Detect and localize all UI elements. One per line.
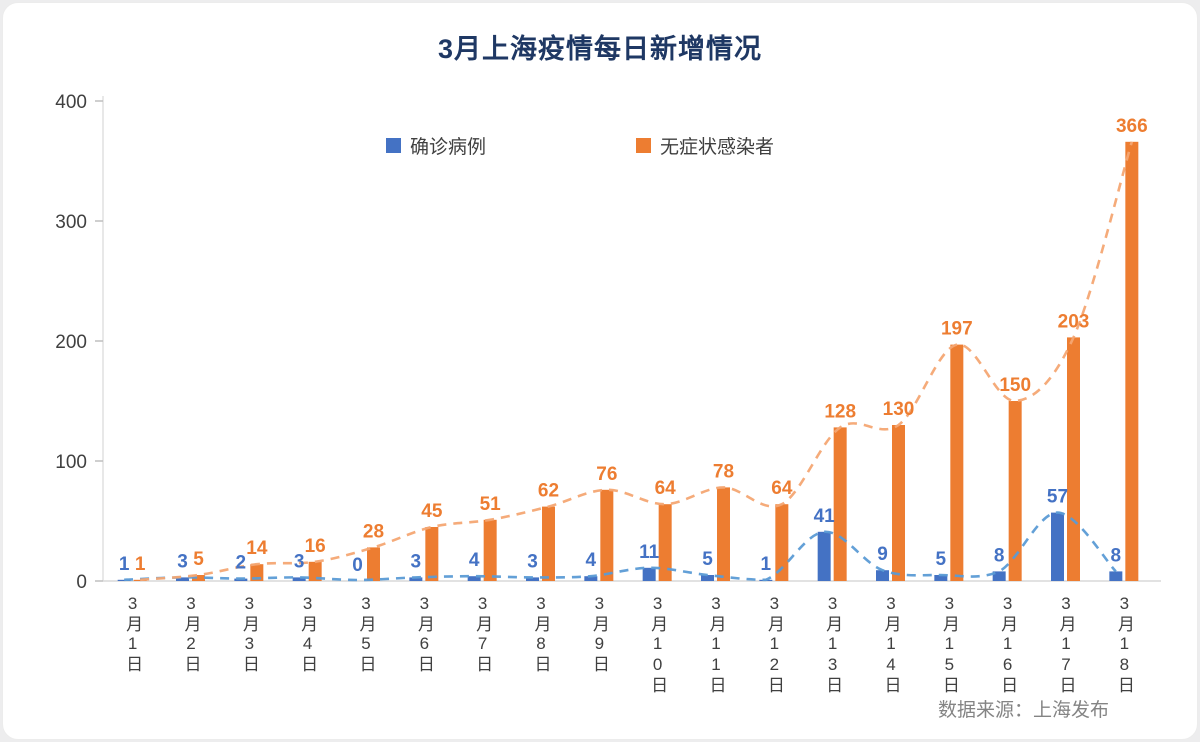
bar (176, 577, 189, 581)
y-axis-label: 100 (55, 452, 87, 473)
x-axis-label: 3月17日 (1056, 594, 1076, 695)
value-label: 5 (936, 549, 947, 570)
x-axis-label: 3月16日 (998, 594, 1018, 695)
value-label: 1 (119, 554, 130, 575)
x-axis-label: 3月18日 (1114, 594, 1134, 695)
bar (658, 504, 672, 581)
y-axis-label: 0 (76, 572, 87, 591)
x-axis-label: 3月3日 (239, 594, 259, 674)
bar (1109, 571, 1123, 581)
x-axis-label: 3月9日 (589, 594, 609, 674)
bar (409, 577, 423, 581)
x-axis-label: 3月13日 (823, 594, 843, 695)
bar (717, 487, 730, 581)
bar (367, 547, 380, 581)
chart-title: 3月上海疫情每日新增情况 (437, 34, 762, 64)
bar (950, 344, 964, 581)
bar (542, 506, 555, 581)
chart-area: 0 100 200 300 400 1 3 2 3 0 3 4 3 4 11 5 1 41 9 5 8 57 8 1 5 14 16… (25, 76, 1175, 695)
value-label: 366 (1116, 116, 1148, 137)
value-label: 28 (363, 521, 384, 542)
y-axis-label: 400 (55, 92, 87, 113)
x-axis-label: 3月12日 (764, 594, 784, 695)
bar (892, 425, 905, 581)
bar (292, 577, 306, 581)
value-label: 3 (177, 551, 188, 572)
x-axis-label: 3月2日 (181, 594, 201, 674)
y-axis-label: 300 (55, 212, 87, 233)
bar (992, 571, 1006, 581)
value-label: 62 (538, 481, 559, 502)
bar (483, 519, 497, 581)
bar (934, 575, 948, 581)
bar (642, 567, 656, 581)
value-label: 3 (411, 551, 422, 572)
x-axis-label: 3月7日 (473, 594, 493, 674)
value-label: 130 (883, 399, 915, 420)
value-label: 4 (586, 550, 597, 571)
bar (467, 576, 481, 581)
trend-line (124, 511, 1117, 582)
x-axis-label: 3月4日 (298, 594, 318, 674)
x-axis-label: 3月5日 (356, 594, 376, 674)
bar (425, 527, 439, 581)
value-label: 2 (236, 553, 247, 574)
value-label: 16 (305, 536, 326, 557)
bar (833, 427, 847, 581)
value-label: 57 (1047, 487, 1068, 508)
value-label: 4 (469, 550, 480, 571)
value-label: 8 (1111, 545, 1122, 566)
value-label: 64 (771, 478, 793, 499)
value-label: 1 (135, 554, 146, 575)
value-label: 41 (814, 506, 836, 527)
bar (117, 579, 131, 581)
value-label: 197 (941, 319, 973, 340)
value-label: 0 (352, 555, 363, 576)
value-label: 78 (713, 461, 734, 482)
value-label: 3 (294, 551, 305, 572)
bar (1008, 401, 1022, 581)
x-axis-label: 3月14日 (881, 594, 901, 695)
trend-line (140, 141, 1134, 582)
x-axis-label: 3月11日 (706, 594, 726, 695)
bar (876, 570, 889, 581)
value-label: 1 (761, 554, 772, 575)
bar (600, 489, 614, 581)
value-label: 5 (702, 549, 713, 570)
bar (1125, 141, 1139, 582)
value-label: 9 (877, 544, 888, 565)
x-axis-label: 3月10日 (648, 594, 668, 695)
bar (308, 561, 322, 581)
value-label: 14 (246, 538, 268, 559)
value-label: 45 (421, 501, 443, 522)
y-axis-label: 200 (55, 332, 87, 353)
source-note: 数据来源：上海发布 (937, 700, 1109, 721)
x-axis-label: 3月1日 (123, 594, 143, 674)
value-label: 8 (994, 545, 1005, 566)
x-axis-label: 3月6日 (414, 594, 434, 674)
value-label: 76 (596, 464, 617, 485)
bar (1051, 512, 1064, 581)
bar (133, 579, 147, 581)
bar (1067, 337, 1080, 581)
value-label: 128 (824, 401, 856, 422)
bar (817, 531, 831, 581)
bar (192, 575, 205, 581)
value-label: 150 (999, 375, 1031, 396)
bar (775, 504, 789, 581)
value-label: 51 (480, 494, 502, 515)
value-label: 5 (193, 549, 204, 570)
x-axis-label: 3月8日 (531, 594, 551, 674)
value-label: 203 (1058, 311, 1090, 332)
value-label: 3 (527, 551, 538, 572)
bar (526, 577, 539, 581)
bar (701, 575, 714, 581)
value-label: 64 (655, 478, 677, 499)
bar (584, 576, 598, 581)
bar (250, 564, 264, 581)
x-axis-label: 3月15日 (939, 594, 959, 695)
value-label: 11 (639, 542, 660, 563)
